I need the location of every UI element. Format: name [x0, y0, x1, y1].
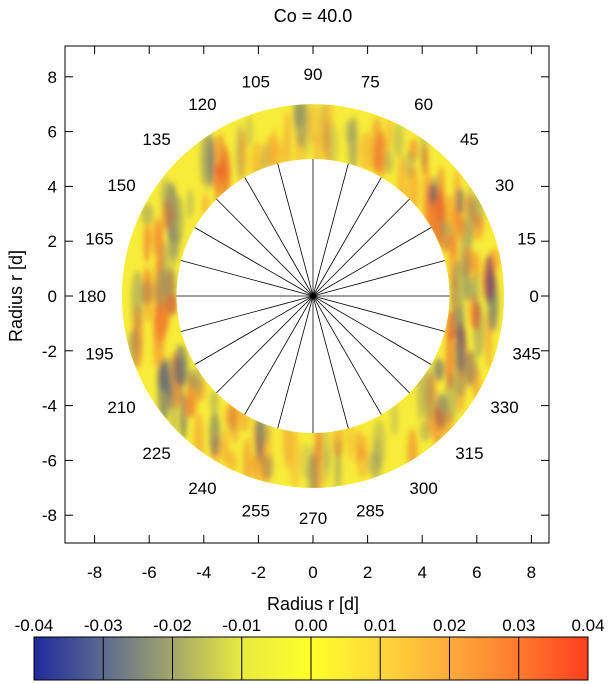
x-tick-label: 2 — [363, 563, 372, 582]
plot-frame — [64, 45, 550, 544]
y-tick-label: 2 — [48, 232, 57, 251]
y-tick-label: -8 — [42, 506, 57, 525]
spoke-line — [181, 260, 314, 297]
angle-label: 195 — [85, 344, 113, 363]
angle-label: 285 — [356, 501, 384, 520]
spoke-line — [312, 260, 445, 297]
spoke-line — [312, 295, 349, 429]
y-axis-ticks: -8 -6 -4 -2 0 2 4 6 8 — [42, 68, 549, 525]
x-tick-label: -2 — [251, 563, 266, 582]
x-tick-label: 8 — [527, 563, 536, 582]
radial-spokes — [176, 159, 450, 433]
angle-label: 315 — [455, 444, 483, 463]
y-tick-label: -6 — [42, 451, 57, 470]
spoke-line — [194, 227, 314, 297]
angle-label: 330 — [490, 398, 518, 417]
spoke-line — [312, 198, 410, 297]
x-tick-label: 0 — [308, 563, 317, 582]
y-tick-label: -4 — [42, 397, 57, 416]
spoke-hub — [310, 293, 316, 299]
colorbar-tick-label: 0.03 — [502, 616, 535, 635]
x-tick-label: 6 — [472, 563, 481, 582]
angle-label: 0 — [529, 287, 538, 306]
angle-label: 45 — [460, 130, 479, 149]
spoke-line — [312, 295, 445, 332]
y-tick-label: 6 — [48, 123, 57, 142]
y-tick-label: 4 — [48, 177, 57, 196]
angle-label: 150 — [107, 176, 135, 195]
spoke-line — [312, 177, 382, 297]
spoke-line — [181, 295, 314, 332]
colorbar-ticks: -0.04 -0.03 -0.02 -0.01 0.00 0.01 0.02 0.03 0.04 — [15, 616, 605, 680]
y-tick-label: 0 — [48, 287, 57, 306]
angle-label: 120 — [188, 95, 216, 114]
angle-label: 165 — [85, 230, 113, 249]
colorbar-tick-label: 0.02 — [433, 616, 466, 635]
spoke-line — [244, 295, 314, 415]
angle-label: 345 — [512, 344, 540, 363]
spoke-line — [312, 295, 432, 365]
spoke-line — [277, 295, 314, 429]
angle-label: 75 — [361, 73, 380, 92]
spoke-line — [216, 198, 314, 297]
spoke-line — [216, 295, 314, 394]
angle-labels: 0 15 30 45 60 75 90 105 120 135 150 165 180 195 210 225… — [78, 65, 541, 528]
spoke-line — [312, 295, 410, 394]
x-axis-label: Radius r [d] — [267, 594, 359, 614]
colorbar-tick-label: -0.03 — [84, 616, 123, 635]
spoke-line — [277, 163, 314, 297]
angle-label: 225 — [142, 444, 170, 463]
angle-label: 105 — [242, 73, 270, 92]
angle-label: 180 — [78, 287, 106, 306]
angle-label: 60 — [414, 95, 433, 114]
angle-label: 270 — [299, 509, 327, 528]
angle-label: 90 — [304, 65, 323, 84]
spoke-line — [194, 295, 314, 365]
colorbar-tick-label: -0.04 — [15, 616, 54, 635]
y-tick-label: -2 — [42, 342, 57, 361]
angle-label: 255 — [242, 501, 270, 520]
chart-title: Co = 40.0 — [274, 6, 353, 26]
x-tick-label: -4 — [196, 563, 211, 582]
spoke-line — [312, 163, 349, 297]
colorbar-tick-label: 0.04 — [571, 616, 604, 635]
angle-label: 15 — [517, 230, 536, 249]
x-axis-ticks: -8 -6 -4 -2 0 2 4 6 8 — [87, 46, 536, 582]
angle-label: 135 — [142, 130, 170, 149]
angle-label: 300 — [409, 479, 437, 498]
angle-label: 30 — [495, 176, 514, 195]
colorbar-tick-label: 0.01 — [364, 616, 397, 635]
y-axis-label: Radius r [d] — [6, 250, 26, 342]
x-tick-label: -6 — [142, 563, 157, 582]
spoke-line — [312, 295, 382, 415]
x-tick-label: -8 — [87, 563, 102, 582]
colorbar-tick-label: 0.00 — [294, 616, 327, 635]
colorbar-tick-label: -0.02 — [153, 616, 192, 635]
angle-label: 240 — [188, 479, 216, 498]
y-tick-label: 8 — [48, 68, 57, 87]
angle-label: 210 — [107, 398, 135, 417]
x-tick-label: 4 — [417, 563, 426, 582]
spoke-line — [312, 227, 432, 297]
colorbar-tick-label: -0.01 — [222, 616, 261, 635]
spoke-line — [244, 177, 314, 297]
